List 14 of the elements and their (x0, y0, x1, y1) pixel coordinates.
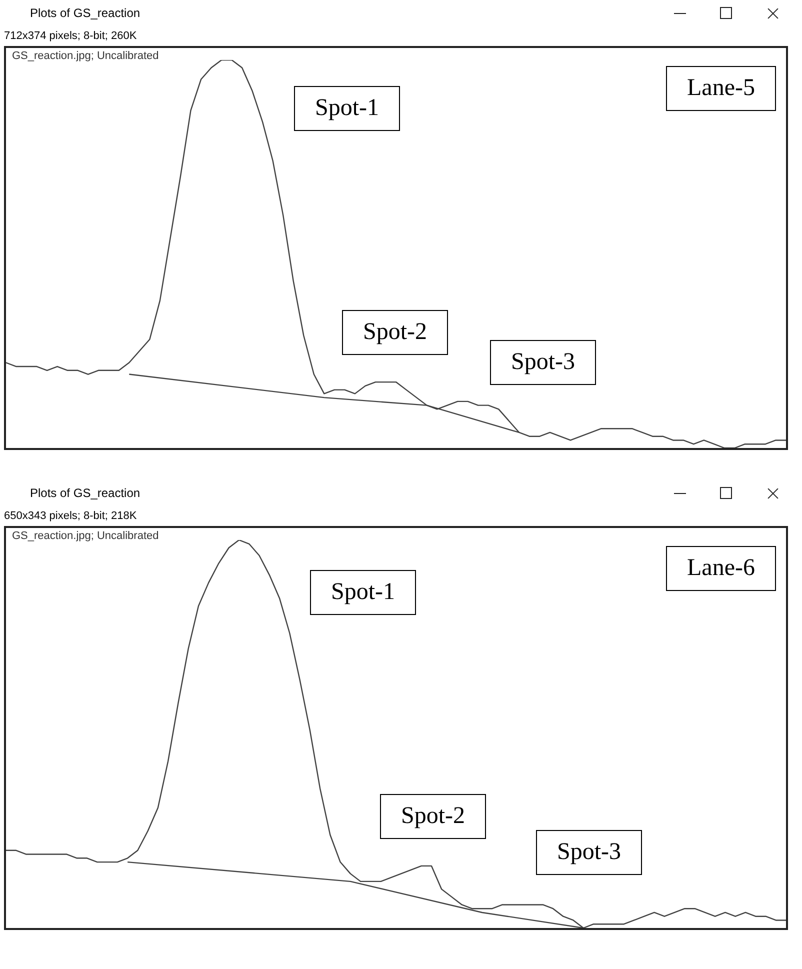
annotation: Spot-1 (310, 570, 416, 615)
annotation: GS_reaction.jpg; Uncalibrated (12, 50, 159, 62)
annotation: Spot-1 (294, 86, 400, 131)
chart-subtitle: 650x343 pixels; 8-bit; 218K (4, 510, 138, 524)
annotation: Lane-5 (666, 66, 776, 111)
chart-subtitle: 712x374 pixels; 8-bit; 260K (4, 30, 138, 44)
chart-title: Plots of GS_reaction (30, 6, 142, 20)
annotation: Spot-3 (536, 830, 642, 875)
annotation: Spot-2 (342, 310, 448, 355)
annotation: GS_reaction.jpg; Uncalibrated (12, 530, 159, 542)
annotation: Spot-2 (380, 794, 486, 839)
chart-title: Plots of GS_reaction (30, 486, 142, 500)
annotation: Lane-6 (666, 546, 776, 591)
annotation: Spot-3 (490, 340, 596, 385)
